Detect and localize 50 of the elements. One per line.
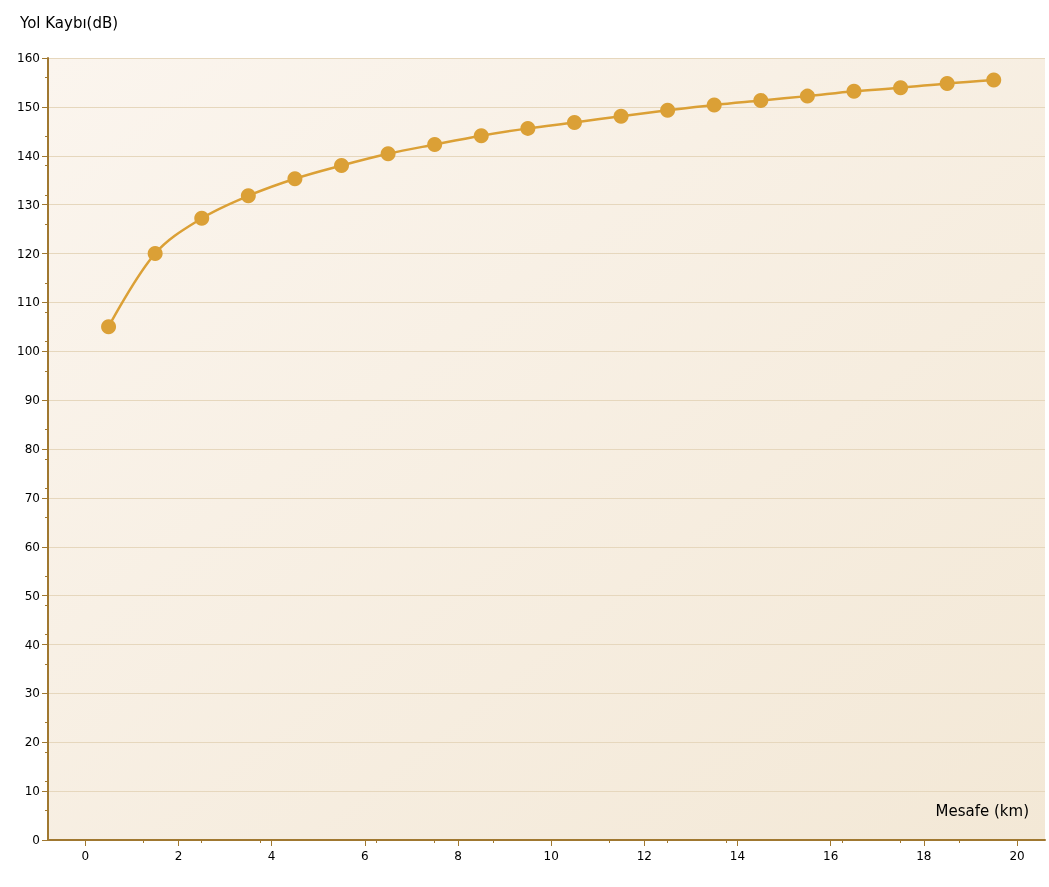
y-tick-label: 30 [24, 686, 40, 701]
y-tick-label: 90 [24, 393, 40, 408]
x-tick-label: 16 [823, 849, 839, 863]
y-tick-label: 140 [17, 148, 40, 163]
point [194, 210, 210, 226]
x-tick-label: 20 [1009, 849, 1025, 863]
point [660, 102, 676, 118]
y-tick-label: 160 [17, 51, 40, 65]
x-tick-label: 2 [174, 849, 183, 863]
point [799, 88, 815, 104]
point [706, 97, 722, 113]
point [753, 93, 769, 109]
point [986, 72, 1002, 88]
point [240, 188, 256, 204]
y-tick-label: 70 [24, 490, 40, 505]
y-tick-label: 120 [17, 246, 40, 261]
y-tick-label: 20 [24, 735, 40, 750]
point [939, 75, 955, 91]
point [566, 115, 582, 131]
y-tick-label: 40 [24, 637, 40, 652]
point [893, 80, 909, 96]
y-tick-label: 150 [17, 99, 40, 114]
y-tick-label: 110 [17, 295, 40, 310]
y-tick-label: 50 [24, 588, 40, 603]
point [334, 158, 350, 174]
y-tick-label: 100 [17, 344, 40, 359]
y-axis-title: Yol Kaybı(dB) [19, 13, 120, 34]
x-axis-title: Mesafe (km) [934, 801, 1030, 822]
point [613, 108, 629, 124]
y-tick-label: 80 [24, 442, 40, 456]
x-tick-label: 18 [916, 849, 932, 863]
point [427, 137, 443, 152]
x-tick-label: 14 [729, 849, 746, 863]
point [473, 128, 489, 144]
y-tick-label: 0 [32, 833, 40, 847]
y-tick-label: 60 [24, 539, 40, 554]
point [287, 171, 303, 187]
x-tick-label: 6 [360, 849, 369, 863]
x-tick-label: 8 [454, 849, 462, 863]
x-tick-label: 0 [81, 849, 90, 863]
point [147, 246, 163, 261]
point [101, 319, 117, 335]
point [520, 120, 536, 136]
x-tick-label: 10 [543, 849, 559, 863]
y-tick-label: 10 [24, 784, 40, 799]
point [380, 146, 396, 162]
x-tick-label: 12 [636, 849, 652, 863]
point [846, 83, 862, 99]
x-tick-label: 4 [267, 849, 276, 863]
y-tick-label: 130 [17, 197, 40, 212]
